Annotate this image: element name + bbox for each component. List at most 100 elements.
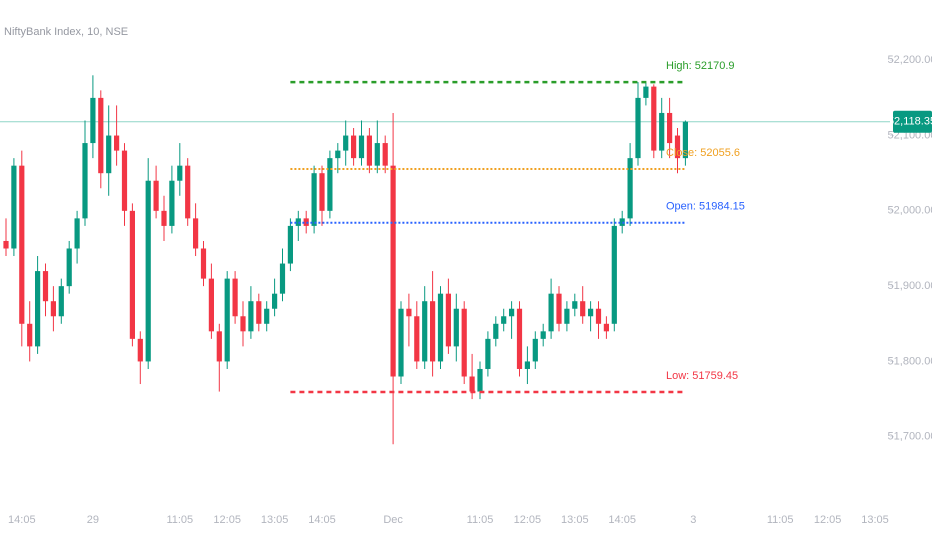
candle-body — [398, 308, 404, 377]
candle-body — [682, 121, 688, 159]
candle-body — [169, 180, 175, 226]
x-tick-label: 14:05 — [8, 514, 36, 526]
candle-body — [556, 293, 562, 324]
last-price-label: 52,118.35 — [888, 116, 932, 128]
candle-body — [264, 308, 270, 324]
candle-body — [185, 165, 191, 219]
candle-body — [374, 143, 380, 166]
candle-body — [256, 301, 262, 324]
candle-body — [279, 263, 286, 294]
candle-body — [42, 271, 49, 302]
candle-body — [595, 308, 602, 324]
candle-body — [216, 331, 222, 362]
candle-body — [619, 218, 625, 226]
candle-body — [548, 293, 554, 332]
candle-body — [501, 316, 507, 324]
candle-body — [643, 86, 649, 98]
candle-body — [272, 293, 278, 309]
x-tick-label: 11:05 — [166, 514, 193, 526]
candle-body — [193, 218, 199, 249]
candle-body — [343, 135, 349, 151]
last-price-box — [893, 110, 932, 133]
y-tick-label: 52,200.00 — [888, 54, 932, 66]
candle-body — [311, 173, 317, 226]
candle-body — [422, 301, 428, 362]
candle-body — [11, 165, 17, 249]
candle-body — [248, 301, 254, 332]
candle-body — [382, 143, 388, 166]
candle-body — [651, 86, 657, 151]
candle-body — [137, 338, 143, 362]
candle-body — [635, 97, 641, 159]
candle-body — [208, 278, 214, 332]
candle-body — [358, 135, 365, 159]
candle-body — [674, 135, 681, 159]
candle-body — [319, 173, 325, 211]
reference-label: High: 52170.9 — [666, 60, 735, 72]
candle-body — [19, 165, 25, 324]
candle-body — [485, 338, 491, 369]
candle-body — [532, 338, 538, 362]
candle-body — [114, 135, 120, 151]
candle-body — [303, 218, 309, 226]
candle-body — [390, 165, 396, 377]
candle-body — [287, 225, 293, 264]
candle-body — [177, 165, 183, 181]
reference-label: Close: 52055.6 — [666, 147, 740, 159]
x-tick-label: 12:05 — [514, 514, 542, 526]
candle-body — [3, 240, 9, 249]
reference-label: Open: 51984.15 — [666, 201, 745, 213]
candle-body — [240, 316, 246, 332]
y-tick-label: 51,700.00 — [888, 431, 932, 443]
candle-body — [224, 278, 230, 362]
x-tick-label: 3 — [690, 514, 696, 526]
candle-body — [74, 218, 80, 249]
x-tick-label: 12:05 — [814, 514, 842, 526]
candle-body — [430, 301, 436, 362]
candle-body — [659, 112, 665, 151]
candle-body — [161, 210, 167, 226]
candle-body — [493, 323, 499, 339]
candle-body — [627, 158, 633, 219]
candle-body — [153, 180, 159, 211]
candle-body — [516, 308, 523, 369]
x-tick-label: 11:05 — [767, 514, 794, 526]
candle-body — [66, 248, 72, 287]
candle-body — [327, 158, 333, 211]
candle-body — [98, 97, 104, 174]
candle-body — [445, 293, 451, 347]
y-tick-label: 51,900.00 — [888, 280, 932, 292]
candle-body — [35, 271, 41, 347]
candle-body — [366, 135, 372, 166]
candle-body — [540, 331, 546, 339]
candle-body — [469, 376, 475, 392]
candle-body — [50, 301, 56, 317]
candle-body — [572, 301, 578, 309]
candle-body — [603, 323, 609, 332]
candle-body — [129, 210, 135, 339]
candle-body — [90, 97, 96, 144]
candle-body — [477, 368, 483, 392]
candle-body — [335, 150, 341, 159]
x-tick-label: Dec — [383, 514, 403, 526]
candle-body — [200, 248, 207, 279]
candle-body — [27, 323, 33, 347]
candle-body — [509, 308, 515, 317]
candle-body — [524, 361, 530, 369]
candle-body — [295, 218, 301, 226]
candle-body — [461, 308, 467, 377]
x-tick-label: 12:05 — [213, 514, 241, 526]
x-tick-label: 14:05 — [608, 514, 636, 526]
candle-body — [82, 143, 88, 219]
x-tick-label: 13:05 — [861, 514, 889, 526]
candle-body — [121, 150, 128, 211]
candle-body — [232, 278, 238, 317]
x-tick-label: 29 — [87, 514, 99, 526]
x-tick-label: 11:05 — [467, 514, 494, 526]
candle-body — [145, 180, 151, 362]
candle-body — [58, 286, 64, 317]
candle-body — [453, 308, 459, 347]
chart-title: NiftyBank Index, 10, NSE — [4, 26, 128, 38]
